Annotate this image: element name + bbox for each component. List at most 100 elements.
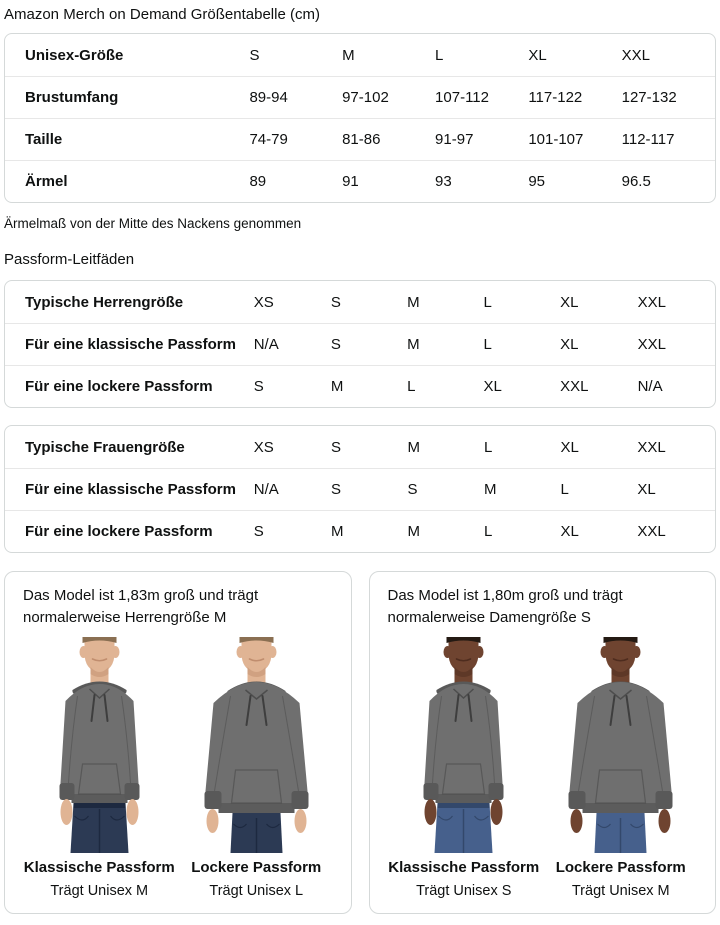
- model-figures: Klassische Passform Trägt Unisex M Locke…: [19, 637, 337, 901]
- table-cell: M: [330, 365, 408, 407]
- size-worn-label: Trägt Unisex M: [571, 883, 670, 899]
- table-row: Für eine klassische Passform N/A S S M L…: [5, 468, 715, 510]
- model-figures: Klassische Passform Trägt Unisex S Locke…: [384, 637, 702, 901]
- table-cell: XL: [560, 323, 638, 365]
- sleeve-measure-footnote: Ärmelmaß von der Mitte des Nackens genom…: [4, 216, 302, 231]
- table-cell: 89: [249, 160, 343, 202]
- table-cell: 101-107: [528, 118, 622, 160]
- table-cell: 91: [342, 160, 436, 202]
- size-worn-label: Trägt Unisex M: [50, 883, 149, 899]
- table-cell: S: [330, 323, 408, 365]
- table-cell: S: [330, 293, 341, 311]
- row-label: Unisex-Größe: [25, 46, 124, 64]
- female-classic-fit-photo: [387, 637, 541, 853]
- model-description: Das Model ist 1,80m groß und trägt norma…: [387, 587, 623, 626]
- table-cell: M: [342, 46, 355, 64]
- table-cell: S: [331, 438, 342, 456]
- table-cell: N/A: [253, 323, 331, 365]
- row-label: Für eine klassische Passform: [5, 468, 254, 510]
- table-cell: 93: [435, 160, 529, 202]
- table-cell: XL: [483, 365, 561, 407]
- fit-label: Lockere Passform: [555, 859, 686, 876]
- row-label: Für eine lockere Passform: [5, 365, 254, 407]
- table-cell: XXL: [637, 323, 715, 365]
- table-row: Typische Frauengröße XS S M L XL XXL: [5, 426, 715, 468]
- table-cell: 97-102: [342, 76, 436, 118]
- table-cell: S: [331, 468, 408, 510]
- table-row: Unisex-Größe S M L XL XXL: [5, 34, 715, 76]
- table-row: Typische Herrengröße XS S M L XL XXL: [5, 281, 715, 323]
- table-cell: L: [560, 468, 638, 510]
- table-cell: 74-79: [249, 118, 343, 160]
- men-fit-table: Typische Herrengröße XS S M L XL XXL Für…: [4, 280, 716, 408]
- male-loose-fit-photo: [179, 637, 333, 853]
- men-model-card: Das Model ist 1,83m groß und trägt norma…: [4, 571, 352, 914]
- table-cell: XXL: [621, 46, 650, 64]
- table-row: Taille 74-79 81-86 91-97 101-107 112-117: [5, 118, 715, 160]
- table-cell: M: [331, 510, 408, 552]
- women-fit-table: Typische Frauengröße XS S M L XL XXL Für…: [4, 425, 716, 553]
- row-label: Brustumfang: [5, 76, 250, 118]
- table-cell: L: [483, 323, 561, 365]
- size-table: Unisex-Größe S M L XL XXL Brustumfang 89…: [4, 33, 716, 203]
- table-cell: XS: [253, 293, 274, 311]
- table-cell: L: [484, 510, 561, 552]
- row-label: Typische Herrengröße: [25, 293, 184, 311]
- table-cell: XL: [528, 46, 547, 64]
- women-model-card: Das Model ist 1,80m groß und trägt norma…: [368, 571, 716, 914]
- table-cell: M: [407, 323, 484, 365]
- table-cell: S: [253, 365, 331, 407]
- table-cell: 91-97: [435, 118, 529, 160]
- table-row: Für eine lockere Passform S M L XL XXL N…: [5, 365, 715, 407]
- table-cell: M: [407, 438, 421, 456]
- table-cell: L: [483, 293, 492, 311]
- table-cell: XS: [253, 438, 274, 456]
- row-label: Für eine lockere Passform: [5, 510, 254, 552]
- page-title: Amazon Merch on Demand Größentabelle (cm…: [4, 6, 320, 23]
- table-cell: 107-112: [435, 76, 529, 118]
- table-row: Brustumfang 89-94 97-102 107-112 117-122…: [5, 76, 715, 118]
- fit-label: Klassische Passform: [23, 859, 175, 876]
- fit-guides-title: Passform-Leitfäden: [4, 251, 135, 268]
- table-cell: XL: [560, 510, 638, 552]
- size-worn-label: Trägt Unisex S: [416, 883, 512, 899]
- table-cell: M: [484, 468, 561, 510]
- table-cell: M: [407, 510, 485, 552]
- classic-fit-figure: Klassische Passform Trägt Unisex S: [387, 637, 541, 901]
- table-cell: 81-86: [342, 118, 436, 160]
- fit-label: Lockere Passform: [191, 859, 322, 876]
- table-cell: 127-132: [621, 76, 715, 118]
- table-cell: N/A: [253, 468, 332, 510]
- row-label: Typische Frauengröße: [25, 438, 185, 456]
- table-cell: S: [249, 46, 260, 64]
- loose-fit-figure: Lockere Passform Trägt Unisex M: [544, 637, 698, 901]
- classic-fit-figure: Klassische Passform Trägt Unisex M: [22, 637, 176, 901]
- row-label: Taille: [5, 118, 250, 160]
- row-label: Ärmel: [5, 160, 250, 202]
- table-cell: 117-122: [528, 76, 622, 118]
- table-cell: L: [435, 46, 444, 64]
- model-cards: Das Model ist 1,83m groß und trägt norma…: [4, 571, 716, 914]
- fit-label: Klassische Passform: [388, 859, 540, 876]
- table-row: Ärmel 89 91 93 95 96.5: [5, 160, 715, 202]
- table-cell: S: [407, 468, 485, 510]
- table-cell: XXL: [637, 293, 666, 311]
- table-cell: L: [407, 365, 484, 407]
- table-cell: L: [484, 438, 493, 456]
- table-cell: 95: [528, 160, 622, 202]
- table-cell: S: [253, 510, 332, 552]
- table-cell: XXL: [560, 365, 638, 407]
- table-cell: N/A: [637, 365, 715, 407]
- loose-fit-figure: Lockere Passform Trägt Unisex L: [179, 637, 333, 901]
- table-cell: 112-117: [621, 118, 715, 160]
- table-cell: 96.5: [621, 160, 715, 202]
- table-cell: XXL: [637, 438, 666, 456]
- table-cell: XL: [560, 293, 579, 311]
- row-label: Für eine klassische Passform: [5, 323, 254, 365]
- table-cell: XL: [637, 468, 715, 510]
- table-cell: M: [407, 293, 420, 311]
- table-row: Für eine lockere Passform S M M L XL XXL: [5, 510, 715, 552]
- table-row: Für eine klassische Passform N/A S M L X…: [5, 323, 715, 365]
- male-classic-fit-photo: [22, 637, 176, 853]
